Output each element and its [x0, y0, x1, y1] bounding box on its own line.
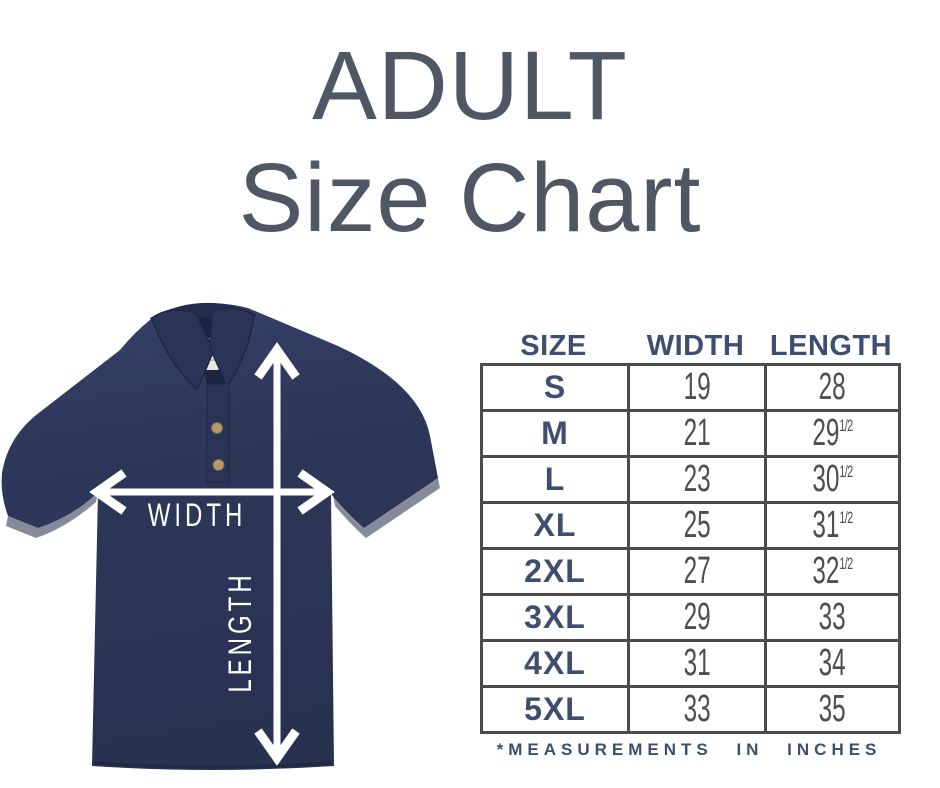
- table-row: 3XL 29 33: [480, 593, 901, 642]
- length-value: 29: [812, 412, 840, 454]
- width-cell: 23: [627, 455, 767, 504]
- table-row: L 23 301/2: [480, 455, 901, 504]
- length-fraction: 1/2: [839, 416, 853, 435]
- width-cell: 21: [627, 409, 767, 458]
- width-arrow-icon: [89, 469, 335, 515]
- size-cell: 4XL: [480, 639, 630, 688]
- table-row: 4XL 31 34: [480, 639, 901, 688]
- table-row: M 21 291/2: [480, 409, 901, 458]
- size-table: S 19 28 M 21 291/2 L 23 301/2 XL 25: [480, 363, 901, 734]
- width-cell: 33: [627, 685, 767, 734]
- size-cell: XL: [480, 501, 630, 550]
- length-value: 28: [818, 366, 847, 408]
- width-value: 25: [683, 504, 711, 546]
- button: [211, 422, 223, 434]
- width-value: 29: [683, 596, 711, 638]
- polo-shirt-image: WIDTH LENGTH: [1, 302, 440, 770]
- width-value: 33: [683, 688, 711, 730]
- table-row: 2XL 27 321/2: [480, 547, 901, 596]
- length-cell: 35: [764, 685, 901, 734]
- length-value: 34: [818, 642, 847, 684]
- length-value: 33: [818, 596, 847, 638]
- width-value: 31: [683, 642, 711, 684]
- column-header-width: WIDTH: [646, 330, 745, 362]
- length-value: 30: [812, 458, 840, 500]
- length-cell: 34: [764, 639, 901, 688]
- length-cell: 33: [764, 593, 901, 642]
- table-row: XL 25 311/2: [480, 501, 901, 550]
- hem-shadow: [93, 761, 333, 769]
- table-row: 5XL 33 35: [480, 685, 901, 734]
- shirt-body: [1, 303, 438, 770]
- size-table-block: SIZE WIDTH LENGTH S 19 28 M 21 291/2 L: [480, 330, 901, 760]
- title-line-size-chart: Size Chart: [238, 143, 702, 252]
- width-cell: 29: [627, 593, 767, 642]
- size-cell: S: [480, 363, 630, 412]
- width-value: 21: [683, 412, 711, 454]
- width-cell: 31: [627, 639, 767, 688]
- width-value: 27: [683, 550, 711, 592]
- length-fraction: 1/2: [839, 462, 853, 481]
- size-cell: M: [480, 409, 630, 458]
- collar-left-flap: [151, 309, 215, 392]
- left-cuff: [6, 492, 98, 538]
- length-cell: 28: [764, 363, 901, 412]
- width-value: 19: [683, 366, 711, 408]
- right-cuff: [333, 478, 440, 538]
- width-cell: 25: [627, 501, 767, 550]
- length-value: 35: [818, 688, 847, 730]
- width-value: 23: [683, 458, 711, 500]
- table-header-row: SIZE WIDTH LENGTH: [480, 330, 898, 363]
- width-cell: 19: [627, 363, 767, 412]
- length-value: 31: [812, 504, 840, 546]
- size-cell: 5XL: [480, 685, 630, 734]
- length-fraction: 1/2: [839, 508, 853, 527]
- title-line-adult: ADULT: [312, 31, 628, 140]
- width-cell: 27: [627, 547, 767, 596]
- length-value: 32: [812, 550, 840, 592]
- length-arrow-icon: [254, 342, 300, 766]
- size-cell: L: [480, 455, 630, 504]
- button: [212, 459, 225, 471]
- length-cell: 321/2: [764, 547, 901, 596]
- size-cell: 2XL: [480, 547, 630, 596]
- shirt-length-label: LENGTH: [223, 571, 259, 692]
- column-header-length: LENGTH: [769, 330, 893, 362]
- shirt-width-label: WIDTH: [148, 498, 247, 534]
- measurements-footnote: *MEASUREMENTS IN INCHES: [496, 740, 882, 759]
- column-header-size: SIZE: [520, 330, 587, 362]
- length-cell: 311/2: [764, 501, 901, 550]
- length-fraction: 1/2: [839, 554, 853, 573]
- collar-right-flap: [209, 307, 255, 388]
- page-title: ADULT Size Chart: [0, 30, 940, 254]
- length-cell: 291/2: [764, 409, 901, 458]
- size-cell: 3XL: [480, 593, 630, 642]
- table-row: S 19 28: [480, 363, 901, 412]
- length-cell: 301/2: [764, 455, 901, 504]
